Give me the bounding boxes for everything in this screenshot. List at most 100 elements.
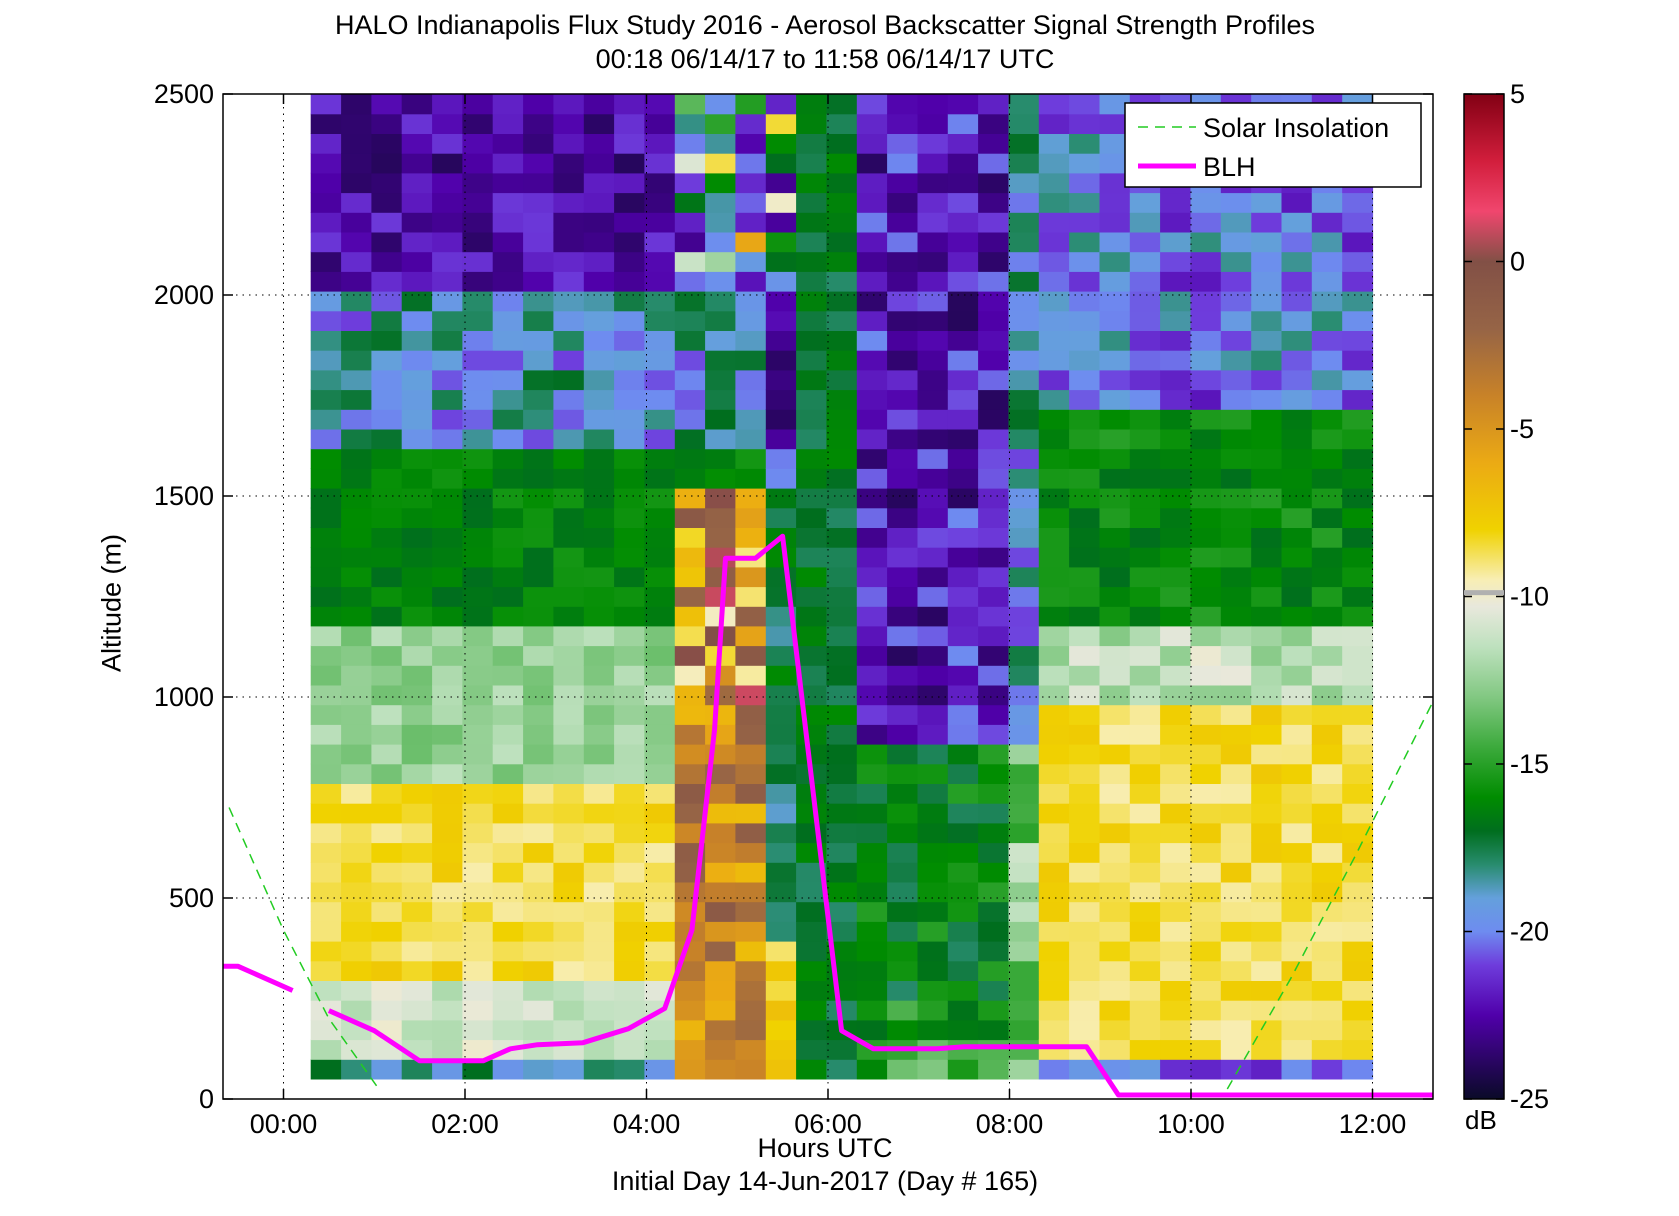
heatmap-cell [310, 704, 342, 725]
heatmap-cell [1220, 389, 1252, 410]
heatmap-cell [644, 527, 676, 548]
heatmap-cell [1038, 645, 1070, 666]
colorbar: 50-5-10-15-20-25 [1463, 79, 1549, 1114]
heatmap-cell [1190, 488, 1222, 509]
heatmap-cell [1281, 684, 1313, 706]
heatmap-cell [1069, 1000, 1100, 1021]
x-tick-label: 06:00 [794, 1109, 862, 1139]
heatmap-cell [705, 192, 736, 213]
heatmap-cell [371, 783, 403, 804]
heatmap-cell [401, 212, 433, 233]
heatmap-cell [705, 330, 736, 351]
heatmap-cell [1220, 488, 1252, 509]
heatmap-cell [1190, 389, 1222, 410]
heatmap-cell [1342, 291, 1374, 312]
heatmap-cell [492, 153, 524, 174]
heatmap-cell [310, 586, 342, 607]
heatmap-cell [1190, 941, 1222, 962]
heatmap-cell [856, 1000, 888, 1021]
heatmap-cell [1160, 527, 1191, 548]
heatmap-cell [1008, 625, 1040, 647]
heatmap-cell [1069, 113, 1100, 134]
heatmap-cell [462, 389, 494, 410]
heatmap-cell [644, 586, 676, 607]
heatmap-cell [1251, 1039, 1283, 1060]
heatmap-cell [856, 94, 888, 115]
heatmap-cell [1069, 468, 1100, 489]
solar-insolation-line [228, 807, 380, 1090]
heatmap-cell [341, 960, 372, 981]
heatmap-cell [1220, 291, 1252, 312]
heatmap-cell [1342, 231, 1374, 253]
heatmap-cell [1251, 507, 1283, 528]
heatmap-cell [371, 744, 403, 765]
heatmap-cell [1311, 488, 1343, 509]
heatmap-cell [553, 645, 585, 666]
heatmap-cell [583, 153, 615, 174]
heatmap-cell [1008, 704, 1040, 725]
heatmap-cell [674, 1059, 706, 1080]
heatmap-cell [917, 665, 949, 686]
heatmap-cell [917, 310, 949, 331]
heatmap-cell [947, 251, 979, 272]
heatmap-cell [341, 1039, 372, 1060]
heatmap-cell [705, 212, 736, 233]
heatmap-cell [1160, 763, 1191, 784]
heatmap-cell [947, 468, 979, 489]
heatmap-cell [1190, 1019, 1222, 1041]
heatmap-cell [1099, 724, 1131, 745]
heatmap-cell [674, 960, 706, 981]
heatmap-cell [1190, 684, 1222, 706]
heatmap-cell [856, 291, 888, 312]
heatmap-cell [523, 369, 554, 391]
heatmap-cell [826, 468, 858, 489]
heatmap-cell [1281, 547, 1313, 568]
heatmap-cell [826, 291, 858, 312]
heatmap-cell [1281, 1059, 1313, 1080]
heatmap-cell [1281, 428, 1313, 450]
heatmap-cell [1069, 625, 1100, 647]
heatmap-cell [1099, 547, 1131, 568]
heatmap-cell [401, 330, 433, 351]
heatmap-cell [583, 231, 615, 253]
heatmap-cell [1099, 133, 1131, 154]
heatmap-cell [735, 369, 767, 391]
heatmap-cell [887, 586, 918, 607]
heatmap-cell [614, 409, 645, 430]
heatmap-cell [705, 507, 736, 528]
heatmap-cell [1069, 330, 1100, 351]
heatmap-cell [947, 606, 979, 627]
heatmap-cell [1129, 527, 1161, 548]
heatmap-cell [1190, 192, 1222, 213]
heatmap-cell [523, 527, 554, 548]
heatmap-cell [1281, 566, 1313, 588]
heatmap-cell [1251, 1000, 1283, 1021]
heatmap-cell [947, 1000, 979, 1021]
heatmap-cell [1311, 1059, 1343, 1080]
heatmap-cell [1008, 271, 1040, 292]
heatmap-cell [310, 941, 342, 962]
heatmap-cell [765, 881, 797, 903]
heatmap-cell [310, 350, 342, 371]
heatmap-cell [674, 566, 706, 588]
heatmap-cell [341, 704, 372, 725]
heatmap-cell [1099, 212, 1131, 233]
heatmap-cell [765, 822, 797, 844]
heatmap-cell [1038, 231, 1070, 253]
heatmap-cell [1038, 980, 1070, 1001]
heatmap-cell [583, 842, 615, 863]
heatmap-cell [553, 881, 585, 903]
heatmap-cell [614, 645, 645, 666]
heatmap-cell [917, 901, 949, 922]
heatmap-cell [1220, 507, 1252, 528]
heatmap-cell [492, 921, 524, 942]
heatmap-cell [1160, 507, 1191, 528]
heatmap-cell [826, 1059, 858, 1080]
heatmap-cell [1129, 704, 1161, 725]
heatmap-cell [917, 468, 949, 489]
heatmap-cell [1099, 763, 1131, 784]
heatmap-cell [614, 133, 645, 154]
heatmap-cell [1099, 704, 1131, 725]
heatmap-cell [1311, 921, 1343, 942]
heatmap-cell [1160, 192, 1191, 213]
